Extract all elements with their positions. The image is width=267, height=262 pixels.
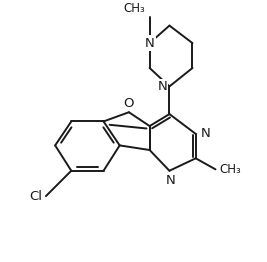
Text: N: N xyxy=(201,127,211,140)
Text: CH₃: CH₃ xyxy=(123,2,145,15)
Text: O: O xyxy=(124,97,134,110)
Text: N: N xyxy=(166,173,175,187)
Text: Cl: Cl xyxy=(29,190,42,203)
Text: N: N xyxy=(157,80,167,93)
Text: CH₃: CH₃ xyxy=(219,163,241,176)
Text: N: N xyxy=(145,37,155,50)
